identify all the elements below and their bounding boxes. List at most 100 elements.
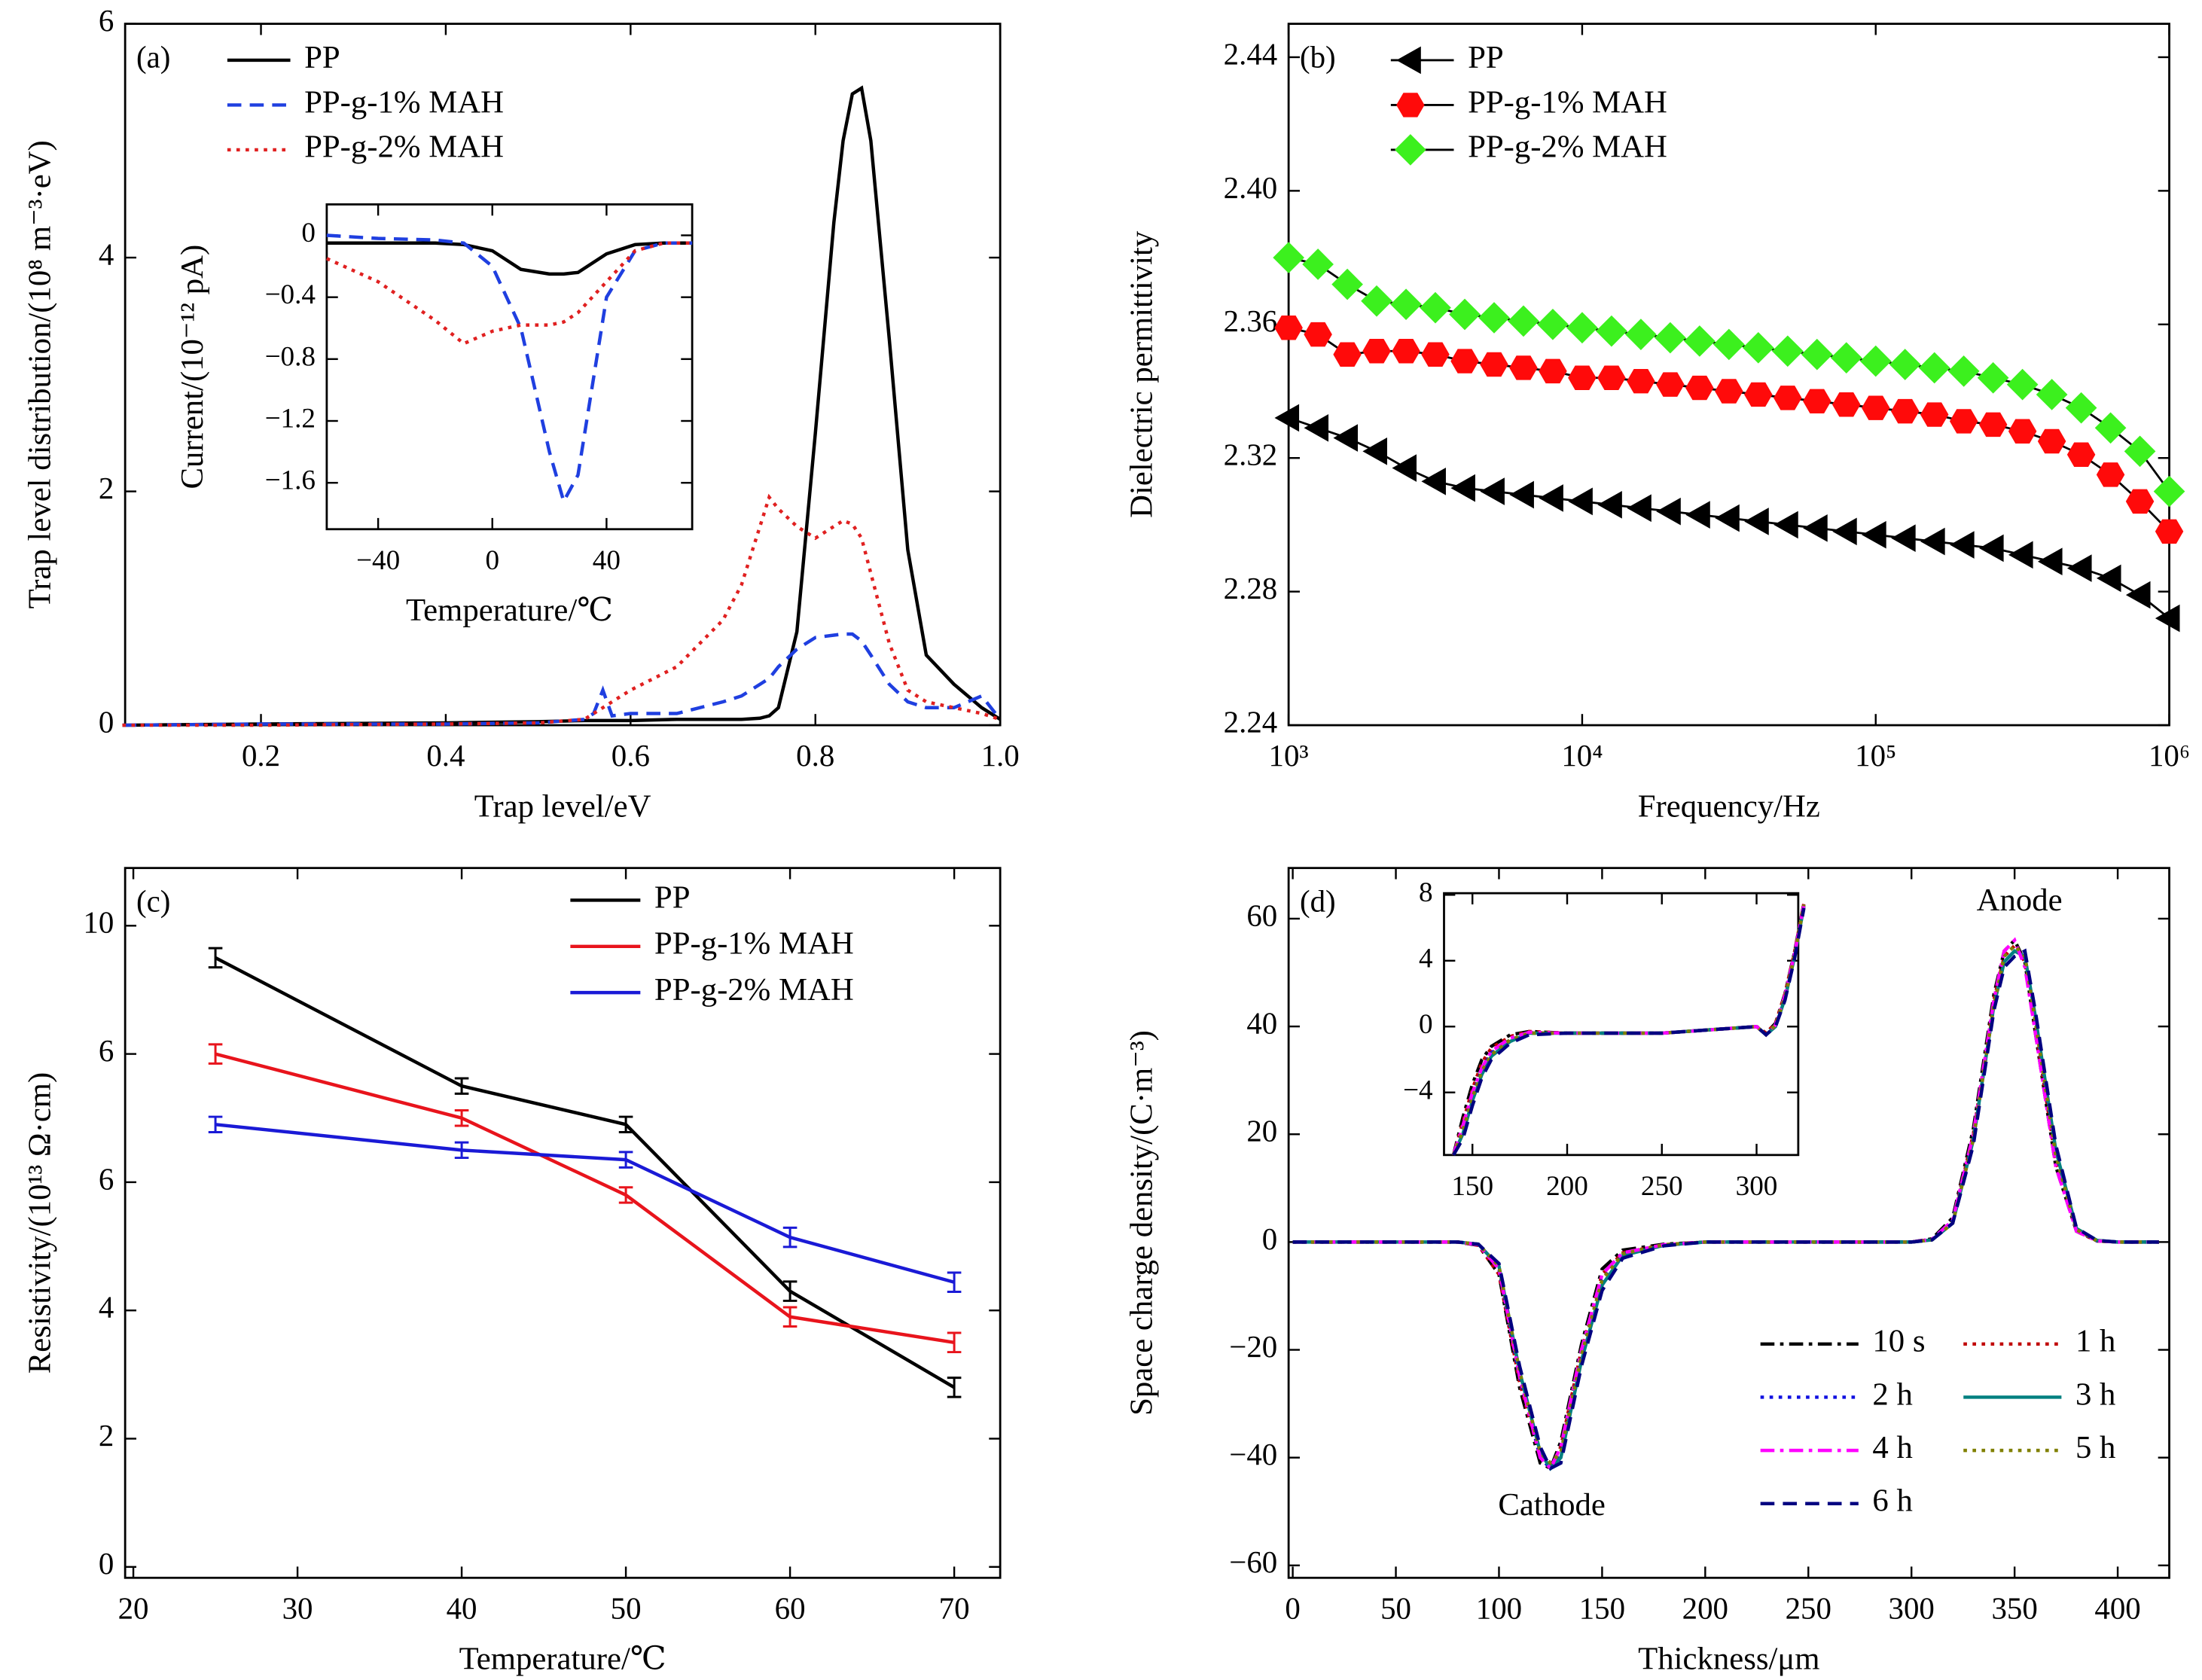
marker bbox=[1390, 288, 1422, 321]
y-tick-label: −0.4 bbox=[265, 279, 316, 310]
series-line bbox=[1288, 256, 2170, 492]
x-axis-label: Temperature/℃ bbox=[459, 1642, 666, 1677]
legend-label: 2 h bbox=[1872, 1377, 1912, 1412]
error-bar bbox=[208, 947, 223, 969]
marker bbox=[1918, 352, 1950, 384]
y-tick-label: 4 bbox=[1419, 943, 1433, 974]
x-tick-label: 300 bbox=[1889, 1591, 1935, 1625]
x-tick-label: −40 bbox=[356, 545, 400, 576]
marker bbox=[1949, 409, 1978, 434]
marker bbox=[1597, 365, 1626, 390]
plot-frame bbox=[124, 867, 1002, 1579]
series-line bbox=[215, 1052, 955, 1344]
marker bbox=[1947, 355, 1980, 387]
plot-frame bbox=[1443, 892, 1800, 1157]
legend-marker bbox=[1395, 134, 1426, 166]
panel-label: (d) bbox=[1300, 884, 1336, 918]
x-tick-label: 100 bbox=[1476, 1591, 1522, 1625]
y-tick-label: 2.40 bbox=[1224, 171, 1278, 205]
series-line bbox=[326, 241, 693, 276]
y-tick-label: −20 bbox=[1229, 1330, 1277, 1364]
marker bbox=[1832, 392, 1861, 417]
legend-label: 4 h bbox=[1872, 1430, 1912, 1465]
marker bbox=[1509, 355, 1538, 380]
marker bbox=[1421, 467, 1446, 495]
legend-marker bbox=[1396, 46, 1421, 75]
y-tick-label: 6 bbox=[99, 1034, 114, 1068]
y-tick-label: 2 bbox=[99, 471, 114, 505]
marker bbox=[1625, 319, 1657, 350]
marker bbox=[1920, 527, 1945, 556]
series-line bbox=[1451, 904, 1806, 1156]
y-axis-label: Dielectric permittivity bbox=[1124, 230, 1159, 518]
y-tick-label: −4 bbox=[1403, 1075, 1433, 1105]
marker bbox=[1597, 490, 1622, 519]
marker bbox=[1450, 474, 1475, 502]
error-bar bbox=[618, 1115, 633, 1133]
marker bbox=[1392, 454, 1417, 482]
marker bbox=[1685, 375, 1714, 401]
marker bbox=[1830, 342, 1862, 374]
marker bbox=[1978, 412, 2008, 438]
x-tick-label: 0.8 bbox=[796, 739, 834, 773]
x-tick-label: 10⁵ bbox=[1855, 739, 1896, 773]
error-bar bbox=[208, 1115, 223, 1133]
marker bbox=[1801, 338, 1833, 370]
x-axis-label: Temperature/℃ bbox=[406, 593, 613, 628]
marker bbox=[1773, 386, 1802, 410]
series-line bbox=[1451, 902, 1806, 1156]
marker bbox=[2125, 581, 2151, 609]
x-tick-label: 150 bbox=[1579, 1591, 1625, 1625]
annotation: Anode bbox=[1977, 883, 2063, 918]
marker bbox=[1627, 368, 1655, 394]
y-axis-label: Space charge density/(C·m⁻³) bbox=[1124, 1030, 1159, 1416]
error-bar bbox=[947, 1271, 962, 1294]
y-axis-label: Current/(10⁻¹² pA) bbox=[175, 245, 210, 489]
series-line bbox=[325, 241, 693, 346]
x-tick-label: 10⁶ bbox=[2149, 739, 2190, 773]
error-bar bbox=[208, 1043, 223, 1065]
x-axis-label: Trap level/eV bbox=[474, 788, 651, 824]
x-tick-label: 0.6 bbox=[611, 739, 650, 773]
marker bbox=[1449, 298, 1481, 331]
marker bbox=[1862, 395, 1890, 420]
y-tick-label: 8 bbox=[1419, 877, 1433, 908]
marker bbox=[1920, 402, 1949, 427]
legend-label: PP bbox=[1468, 40, 1504, 75]
y-axis-label: Resistivity/(10¹³ Ω·cm) bbox=[22, 1072, 57, 1374]
marker bbox=[1862, 520, 1886, 549]
x-axis-label: Frequency/Hz bbox=[1638, 788, 1820, 824]
marker bbox=[1450, 349, 1479, 374]
series-line bbox=[326, 233, 693, 506]
marker bbox=[1361, 285, 1392, 317]
series-line bbox=[1452, 907, 1806, 1156]
y-tick-label: 0 bbox=[1262, 1222, 1277, 1256]
marker bbox=[1566, 312, 1598, 344]
marker bbox=[2096, 564, 2121, 593]
y-tick-label: 60 bbox=[1246, 898, 1277, 932]
marker bbox=[1803, 389, 1831, 414]
marker bbox=[2037, 428, 2066, 454]
marker bbox=[1656, 372, 1685, 397]
y-tick-label: 4 bbox=[99, 1291, 114, 1325]
y-tick-label: 0 bbox=[99, 705, 114, 739]
marker bbox=[1744, 508, 1769, 535]
y-tick-label: −40 bbox=[1229, 1438, 1277, 1471]
marker bbox=[1713, 328, 1745, 361]
marker bbox=[1715, 379, 1743, 404]
x-tick-label: 300 bbox=[1736, 1171, 1778, 1202]
x-tick-label: 50 bbox=[1380, 1591, 1411, 1625]
x-tick-label: 400 bbox=[2094, 1591, 2140, 1625]
marker bbox=[1537, 308, 1569, 340]
x-tick-label: 200 bbox=[1682, 1591, 1728, 1625]
marker bbox=[1889, 349, 1921, 380]
y-tick-label: −1.6 bbox=[265, 465, 316, 496]
marker bbox=[1891, 524, 1916, 552]
marker bbox=[2096, 462, 2125, 487]
error-bar bbox=[782, 1226, 798, 1249]
series-line bbox=[122, 85, 1002, 727]
plot-frame bbox=[124, 23, 1002, 727]
error-bar bbox=[454, 1109, 469, 1127]
marker bbox=[2124, 435, 2156, 468]
